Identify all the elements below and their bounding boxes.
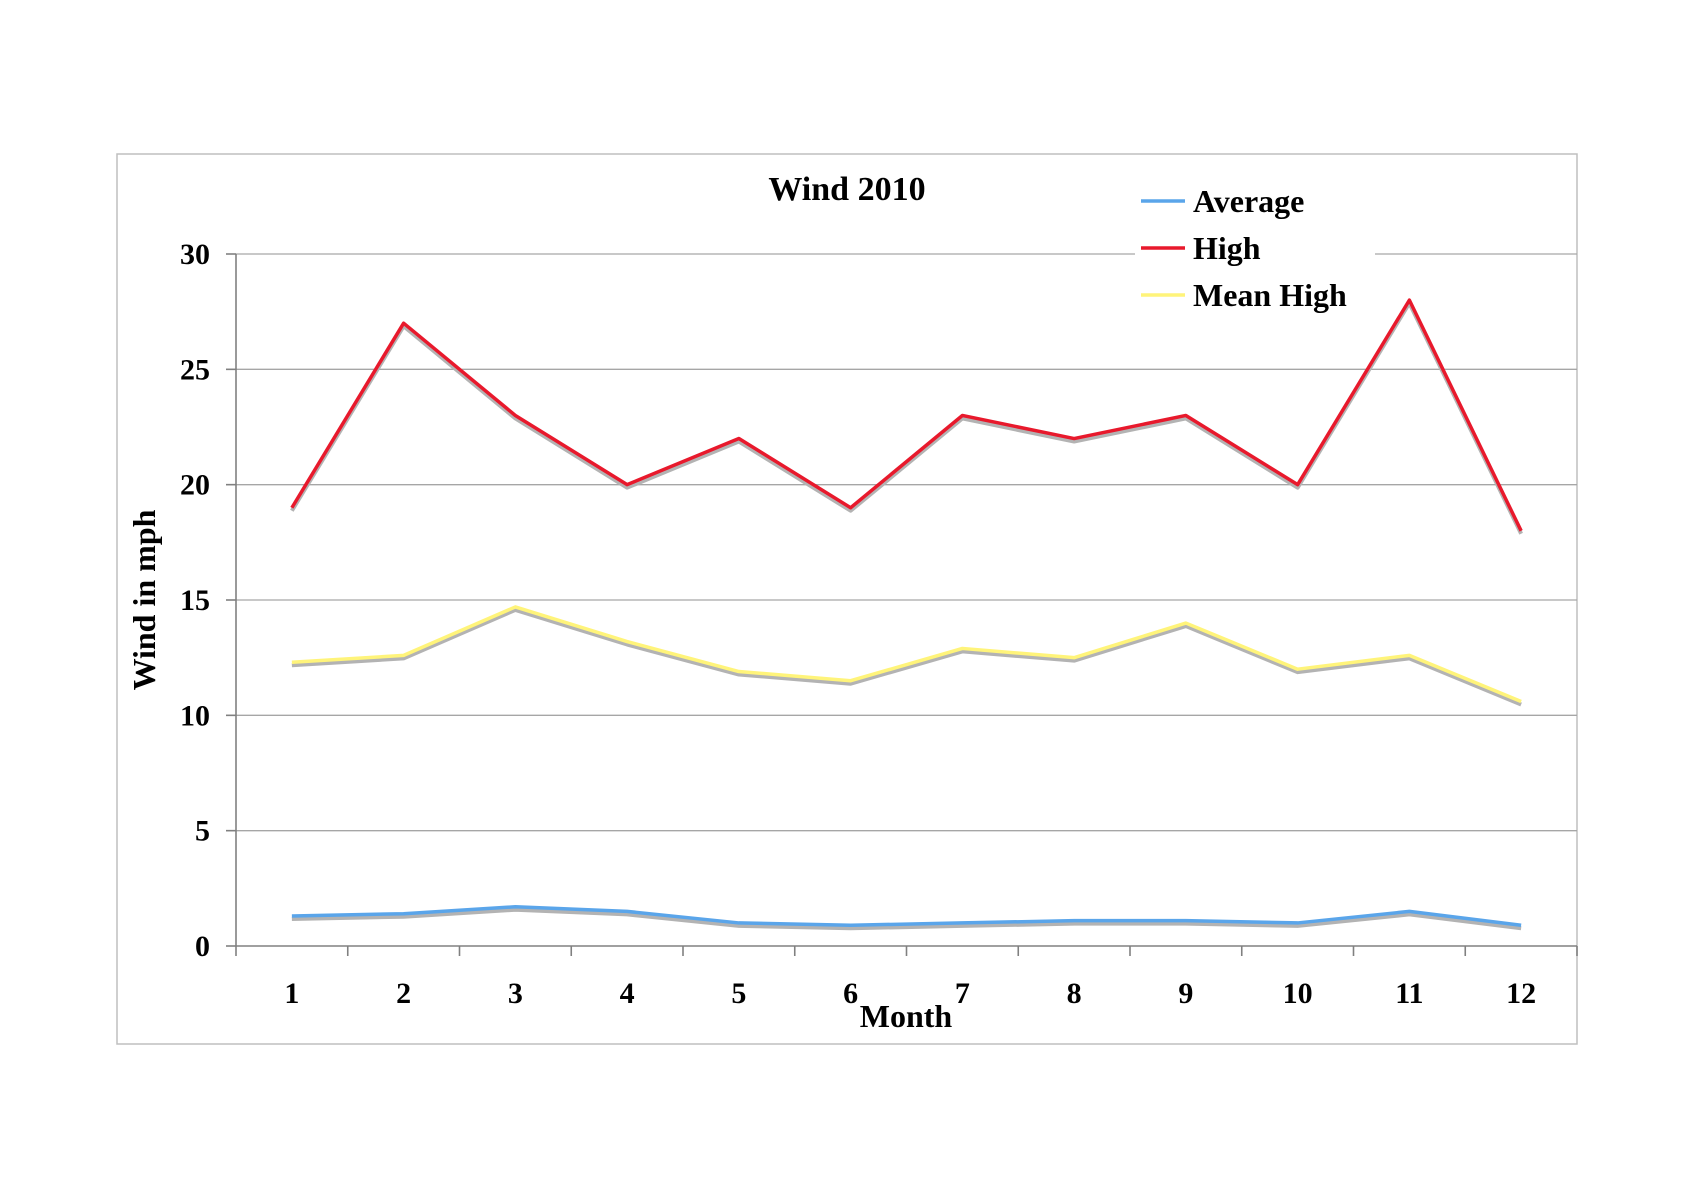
axes [226, 253, 1578, 956]
series-shadow-average [291, 907, 1522, 931]
series-line-mean-high [291, 605, 1522, 704]
x-tick-label-9: 9 [1178, 977, 1193, 1010]
x-tick-label-6: 6 [843, 977, 858, 1010]
legend-label-mean-high: Mean High [1193, 277, 1347, 313]
y-tick-label-20: 20 [180, 469, 210, 502]
x-tick-label-3: 3 [508, 977, 523, 1010]
x-tick-label-2: 2 [396, 977, 411, 1010]
y-tick-label-5: 5 [195, 815, 210, 848]
x-tick-label-4: 4 [620, 977, 635, 1010]
x-tick-label-10: 10 [1283, 977, 1313, 1010]
x-tick-label-5: 5 [731, 977, 746, 1010]
x-axis-title: Month [860, 998, 953, 1034]
legend-label-average: Average [1193, 183, 1304, 219]
x-tick-label-1: 1 [284, 977, 299, 1010]
series-line-high [290, 298, 1523, 532]
y-tick-label-0: 0 [195, 930, 210, 963]
y-tick-label-30: 30 [180, 238, 210, 271]
x-tick-label-12: 12 [1506, 977, 1536, 1010]
series-line-average [291, 905, 1522, 927]
series-shadow-mean-high [291, 607, 1522, 707]
y-tick-label-25: 25 [180, 353, 210, 386]
legend-label-high: High [1193, 230, 1261, 266]
y-tick-label-15: 15 [180, 584, 210, 617]
series-lines [290, 298, 1523, 931]
x-tick-label-8: 8 [1067, 977, 1082, 1010]
y-tick-label-10: 10 [180, 699, 210, 732]
legend: Average High Mean High [1135, 178, 1375, 323]
x-tick-label-11: 11 [1395, 977, 1423, 1010]
chart-title: Wind 2010 [768, 171, 925, 208]
y-axis-title: Wind in mph [126, 509, 162, 690]
x-tick-label-7: 7 [955, 977, 970, 1010]
